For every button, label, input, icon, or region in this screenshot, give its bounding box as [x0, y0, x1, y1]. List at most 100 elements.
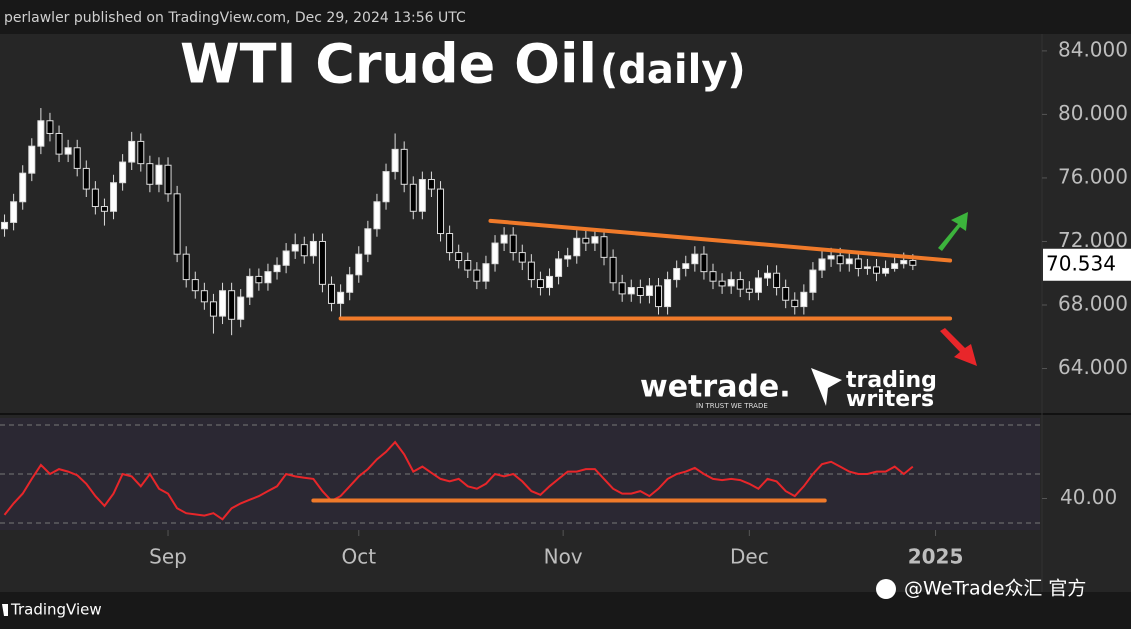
candle-body	[691, 253, 699, 265]
candle-body	[773, 272, 781, 289]
candle-body	[373, 201, 381, 230]
candle-body	[427, 179, 435, 190]
candle-body	[300, 244, 308, 257]
candle-body	[682, 263, 690, 269]
candle-body	[209, 301, 217, 317]
candle-body	[273, 264, 281, 273]
footer-bar	[0, 592, 1131, 629]
candle-body	[673, 267, 681, 281]
chart-title: WTI Crude Oil	[180, 33, 597, 96]
candle-body	[718, 280, 726, 287]
candle-body	[10, 201, 18, 223]
candle-body	[909, 260, 917, 266]
last-price-label: 70.534	[1046, 251, 1116, 275]
candle-body	[863, 266, 871, 269]
candle-body	[409, 183, 417, 212]
candle-body	[736, 279, 744, 290]
header-bar	[0, 0, 1131, 34]
candle-body	[119, 161, 127, 184]
candle-body	[191, 279, 199, 292]
candle-body	[509, 234, 517, 254]
writers-icon	[811, 368, 842, 406]
header-text: perlawler published on TradingView.com, …	[4, 10, 466, 26]
chart-subtitle: (daily)	[600, 47, 746, 93]
footer-text: TradingView	[10, 601, 102, 619]
candle-body	[627, 287, 635, 295]
candle-body	[664, 279, 672, 308]
candle-body	[19, 172, 27, 203]
candle-body	[727, 279, 735, 287]
y2-tick-label: 40.00	[1060, 485, 1117, 509]
candle-body	[237, 296, 245, 320]
candle-body	[655, 285, 663, 308]
candle-body	[446, 233, 454, 254]
x-tick-label: Dec	[730, 545, 769, 569]
candle-body	[264, 271, 272, 284]
candle-body	[418, 179, 426, 212]
y-tick-label: 80.000	[1058, 101, 1128, 125]
candle-body	[1, 221, 9, 230]
candle-body	[745, 288, 753, 293]
candle-body	[636, 287, 644, 296]
candle-body	[800, 291, 808, 308]
candle-body	[900, 260, 908, 265]
candle-body	[164, 164, 172, 195]
candle-body	[782, 287, 790, 301]
candle-body	[364, 228, 372, 255]
candle-body	[28, 145, 36, 174]
candle-body	[882, 267, 890, 274]
candle-body	[173, 193, 181, 255]
candle-body	[91, 188, 99, 208]
candle-body	[337, 291, 345, 304]
candle-body	[500, 234, 508, 244]
candle-body	[600, 236, 608, 258]
candle-body	[346, 274, 354, 293]
candle-body	[645, 285, 653, 296]
candle-body	[709, 271, 717, 282]
candle-body	[473, 269, 481, 282]
candle-body	[609, 256, 617, 284]
candle-body	[255, 275, 263, 284]
candle-body	[228, 290, 236, 320]
candle-body	[891, 263, 899, 269]
candle-body	[146, 163, 154, 185]
candle-body	[246, 275, 254, 298]
candle-body	[382, 171, 390, 203]
candle-body	[464, 260, 472, 271]
candle-body	[155, 164, 163, 185]
last-price-box	[1043, 248, 1131, 281]
candle-body	[128, 140, 136, 163]
rsi-line	[3, 440, 914, 521]
candle-body	[827, 255, 835, 260]
candle-body	[854, 258, 862, 269]
candle-body	[582, 237, 590, 244]
candle-body	[328, 283, 336, 304]
candle-body	[391, 148, 399, 173]
candle-body	[527, 261, 535, 281]
candle-body	[546, 275, 554, 289]
candle-body	[100, 206, 108, 212]
candle-body	[309, 240, 317, 257]
x-tick-label: Sep	[149, 545, 187, 569]
candle-body	[818, 258, 826, 271]
candle-body	[564, 255, 572, 260]
watermark: @WeTrade众汇 官方	[904, 578, 1086, 600]
candle-body	[219, 290, 227, 317]
candle-body	[73, 147, 81, 169]
candle-body	[46, 120, 54, 134]
candle-body	[809, 269, 817, 293]
candle-body	[455, 252, 463, 262]
candle-body	[82, 167, 90, 190]
candle-body	[836, 255, 844, 265]
tv-icon	[2, 604, 8, 616]
candle-body	[200, 290, 208, 303]
down-arrow	[940, 328, 977, 366]
writers-logo-2: writers	[846, 387, 934, 412]
candle-body	[318, 240, 326, 285]
x-tick-label: Nov	[544, 545, 583, 569]
y-tick-label: 72.000	[1058, 228, 1128, 252]
candle-body	[437, 188, 445, 235]
candle-body	[400, 148, 408, 185]
candle-body	[355, 253, 363, 276]
